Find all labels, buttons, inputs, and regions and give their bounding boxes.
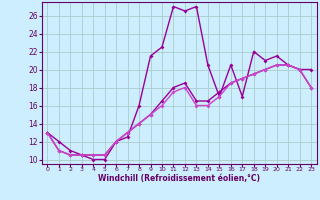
X-axis label: Windchill (Refroidissement éolien,°C): Windchill (Refroidissement éolien,°C) bbox=[98, 174, 260, 183]
